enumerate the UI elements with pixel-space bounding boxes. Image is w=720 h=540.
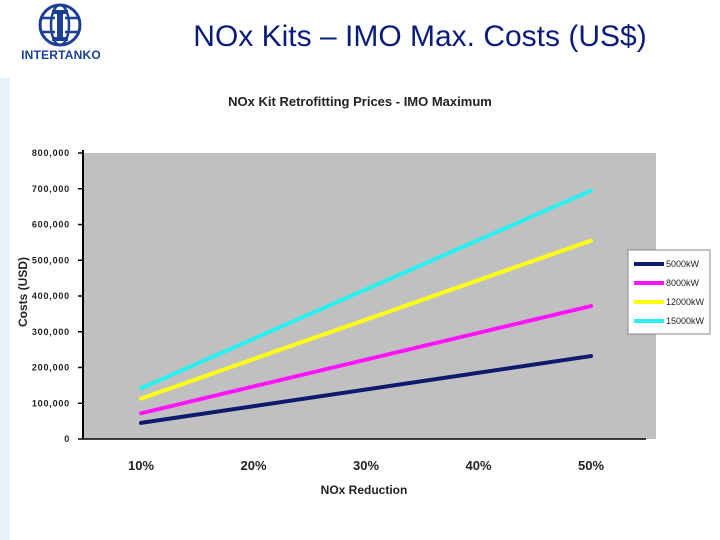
legend-label-8000kW: 8000kW (666, 278, 700, 288)
legend-label-5000kW: 5000kW (666, 259, 700, 269)
x-tick-label: 50% (578, 458, 604, 473)
series-line-12000kW (139, 238, 593, 401)
x-tick-label: 30% (353, 458, 379, 473)
chart-panel: NOx Kit Retrofitting Prices - IMO Maximu… (10, 78, 720, 540)
globe-icon (38, 3, 82, 47)
y-tick-label: 100,000 (32, 398, 70, 408)
chart-legend: 5000kW 8000kW 12000kW 15000kW (627, 249, 711, 335)
intertanko-logo: INTERTANKO (0, 0, 120, 78)
y-tick-label: 500,000 (32, 255, 70, 265)
y-axis-ticks: 0 100,000 200,000 300,000 400,000 500,000 600,… (32, 148, 83, 444)
series-line-8000kW (139, 304, 593, 416)
legend-label-15000kW: 15000kW (666, 316, 705, 326)
x-axis-ticks: 10% 20% 30% 40% 50% (128, 458, 604, 473)
line-chart: NOx Kit Retrofitting Prices - IMO Maximu… (16, 94, 711, 497)
slide-title: NOx Kits – IMO Max. Costs (US$) (193, 20, 647, 53)
series-line-15000kW (139, 188, 593, 391)
left-strip (0, 78, 10, 540)
x-axis-title: NOx Reduction (321, 483, 408, 497)
y-tick-label: 600,000 (32, 220, 70, 230)
logo-wordmark: INTERTANKO (21, 48, 101, 62)
series-line-5000kW (139, 354, 593, 425)
legend-label-12000kW: 12000kW (666, 297, 705, 307)
y-tick-label: 200,000 (32, 363, 70, 373)
slide-header: INTERTANKO NOx Kits – IMO Max. Costs (US… (0, 0, 720, 78)
y-axis-title: Costs (USD) (16, 257, 30, 327)
series-lines (139, 188, 593, 425)
plot-area (83, 153, 656, 439)
chart-title: NOx Kit Retrofitting Prices - IMO Maximu… (228, 94, 492, 109)
y-tick-label: 400,000 (32, 291, 70, 301)
y-tick-label: 800,000 (32, 148, 70, 158)
x-tick-label: 10% (128, 458, 154, 473)
x-tick-label: 40% (465, 458, 491, 473)
x-tick-label: 20% (240, 458, 266, 473)
y-tick-label: 700,000 (32, 184, 70, 194)
y-tick-label: 300,000 (32, 327, 70, 337)
y-tick-label: 0 (64, 434, 70, 444)
